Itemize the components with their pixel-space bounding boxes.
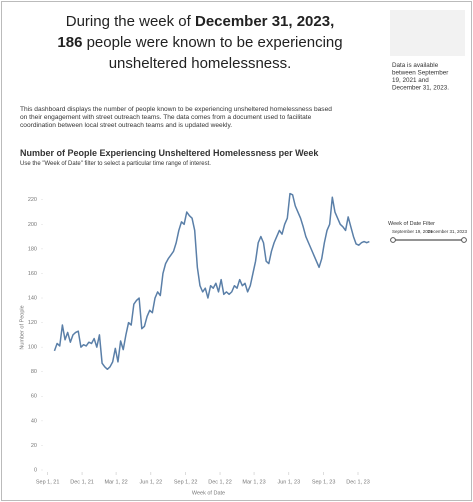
x-tick-label: Dec 1, 21 <box>70 479 94 485</box>
x-tick-label: Mar 1, 23 <box>242 479 265 485</box>
filter-end[interactable]: December 31, 2023 <box>427 229 467 234</box>
y-tick-label: 180 <box>28 246 37 252</box>
y-tick-label: 160 <box>28 271 37 277</box>
filter-start[interactable]: September 19, 2021 <box>392 229 433 234</box>
headline-line: During the week of December 31, 2023, <box>66 13 335 30</box>
x-tick-label: Jun 1, 23 <box>278 479 301 485</box>
y-tick-label: 60 <box>31 394 37 400</box>
filter-handle[interactable] <box>390 237 396 243</box>
y-tick-label: 40 <box>31 418 37 424</box>
chart-subtitle: Use the "Week of Date" filter to select … <box>20 161 211 167</box>
headline-line: 186 people were known to be experiencing <box>57 34 342 51</box>
y-tick-label: 0 <box>34 467 37 473</box>
description-line: coordination between local street outrea… <box>20 122 232 129</box>
chart-title: Number of People Experiencing Unsheltere… <box>20 148 319 158</box>
headline-date: December 31, 2023, <box>195 13 334 30</box>
x-tick-label: Sep 1, 22 <box>174 479 198 485</box>
x-tick-label: Sep 1, 23 <box>312 479 336 485</box>
side-note-line: 19, 2021 and <box>392 77 429 84</box>
x-axis-label: Week of Date <box>192 490 225 496</box>
side-note-line: between September <box>392 70 448 77</box>
headline-count: 186 <box>57 34 82 51</box>
x-tick-label: Dec 1, 23 <box>346 479 370 485</box>
y-tick-label: 200 <box>28 222 37 228</box>
filter-handle[interactable] <box>461 237 467 243</box>
description-line: on their engagement with street outreach… <box>20 114 312 121</box>
x-tick-label: Mar 1, 22 <box>104 479 127 485</box>
y-tick-label: 100 <box>28 345 37 351</box>
headline-text: During the week of <box>66 13 195 30</box>
y-tick-label: 80 <box>31 369 37 375</box>
y-axis-label: Number of People <box>19 305 25 349</box>
description: This dashboard displays the number of pe… <box>20 106 332 129</box>
x-tick-label: Sep 1, 21 <box>36 479 60 485</box>
filter-title: Week of Date Filter <box>388 221 435 227</box>
data-line <box>53 192 370 371</box>
y-tick-label: 120 <box>28 320 37 326</box>
y-tick-label: 220 <box>28 197 37 203</box>
logo-placeholder <box>390 10 465 56</box>
side-note-line: December 31, 2023. <box>392 85 449 92</box>
headline-line: unsheltered homelessness. <box>109 55 292 72</box>
side-note-line: Data is available <box>392 62 439 69</box>
y-tick-label: 140 <box>28 295 37 301</box>
y-tick-label: 20 <box>31 443 37 449</box>
x-tick-label: Dec 1, 22 <box>208 479 232 485</box>
description-line: This dashboard displays the number of pe… <box>20 106 332 113</box>
x-tick-label: Jun 1, 22 <box>140 479 163 485</box>
headline-text: people were known to be experiencing <box>82 34 342 51</box>
